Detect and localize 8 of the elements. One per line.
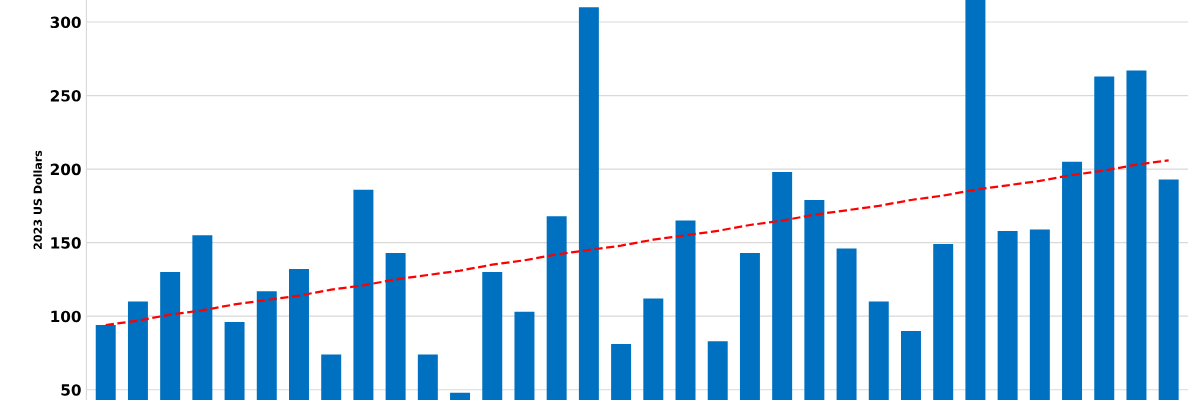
y-tick-label: 200 <box>50 163 81 176</box>
y-tick-label: 50 <box>61 384 81 396</box>
line-series <box>104 159 1170 327</box>
y-tick-label: 300 <box>50 16 81 29</box>
y-tick-label: 150 <box>51 237 81 249</box>
y-tick-label: 250 <box>50 90 81 102</box>
y-axis-title: 2023 US Dollars <box>33 150 42 249</box>
y-tick-label: 100 <box>51 310 81 323</box>
